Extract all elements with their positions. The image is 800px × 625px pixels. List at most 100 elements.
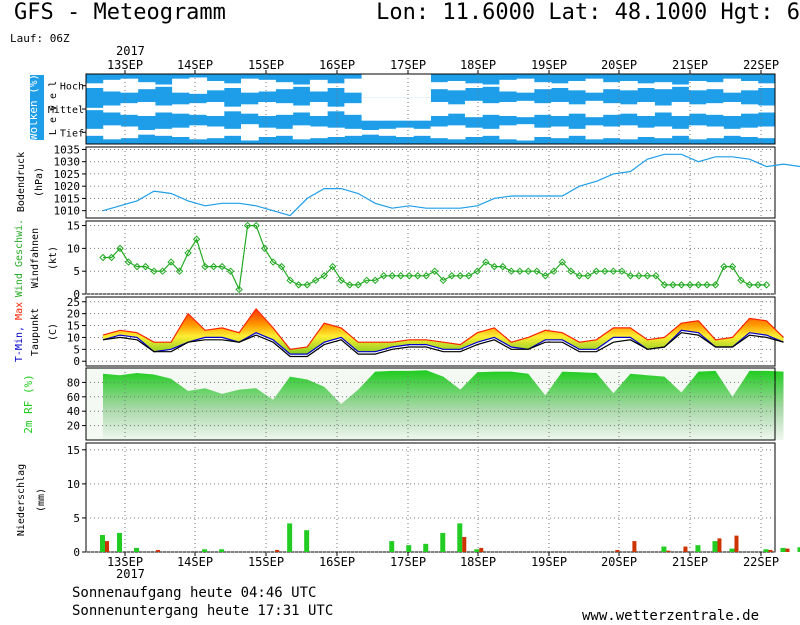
wind-point [601, 267, 609, 275]
cloud-block-hoch [223, 83, 242, 88]
cloud-block-mittel [585, 100, 604, 118]
wind-point [209, 262, 218, 271]
pressure-tick-label: 1030 [54, 156, 81, 169]
wind-point [362, 276, 371, 285]
wind-point [286, 276, 294, 285]
cloud-block-hoch [723, 78, 742, 93]
precipitation-bar [134, 547, 140, 552]
temperature-tick-label: 10 [67, 331, 80, 344]
wind-point [626, 272, 635, 280]
x-tick-label-top: 18SEP [460, 58, 496, 72]
cloud-level-axis-label: L e v e l [48, 81, 59, 135]
wind-point [643, 272, 652, 280]
cloud-block-mittel [309, 102, 328, 116]
wind-point [311, 276, 320, 285]
precipitation-bar-convective [105, 541, 110, 552]
cloud-block-mittel [223, 106, 242, 112]
precipitation-bar [780, 547, 786, 552]
cloud-block-tief [137, 130, 156, 135]
cloud-level-label: Hoch [60, 82, 84, 93]
wind-point [294, 281, 303, 289]
precipitation-tick-label: 10 [67, 478, 80, 491]
cloud-block-hoch [120, 78, 139, 93]
precipitation-tick-label: 5 [73, 512, 80, 525]
temperature-max-line [102, 307, 784, 350]
cloud-block-hoch [464, 83, 483, 88]
humidity-tick-label: 40 [67, 405, 80, 418]
x-tick-label-top: 15SEP [248, 58, 284, 72]
precipitation-bar-convective [666, 550, 671, 552]
precipitation-tick-label: 15 [67, 444, 80, 457]
cloud-block-hoch [757, 83, 776, 88]
precipitation-bar-convective [768, 549, 773, 552]
cloud-block-hoch [585, 78, 604, 93]
cloud-block-hoch [344, 78, 363, 93]
wind-point [150, 267, 158, 275]
sunrise-text: Sonnenaufgang heute 04:46 UTC [72, 585, 317, 601]
cloud-block-mittel [464, 100, 483, 118]
wind-point [669, 281, 677, 289]
cloud-block-tief [654, 126, 673, 139]
wind-point [660, 281, 669, 289]
cloud-block-tief [344, 128, 363, 136]
wind-point [141, 262, 150, 271]
cloud-block-mittel [688, 104, 707, 114]
cloud-block-hoch [740, 81, 759, 91]
cloud-block-tief [103, 125, 121, 140]
cloud-block-mittel [120, 103, 139, 115]
cloud-block-tief [223, 128, 242, 136]
cloud-block-tief [430, 126, 449, 139]
cloud-block-mittel [619, 104, 638, 114]
pressure-tick-label: 1020 [54, 180, 81, 193]
model-run-label: Lauf: 06Z [10, 32, 70, 45]
x-tick-label-bottom: 14SEP [177, 555, 213, 569]
wind-point [277, 262, 286, 271]
pressure-tick-label: 1010 [54, 205, 81, 218]
cloud-block-mittel [137, 102, 156, 116]
cloud-block-tief [378, 128, 397, 136]
wind-point [550, 267, 558, 275]
x-tick-label-top: 17SEP [390, 58, 426, 72]
cloud-block-mittel [378, 97, 397, 121]
precipitation-bar [440, 532, 446, 552]
precipitation-bar-convective [717, 538, 722, 552]
wind-point [99, 253, 107, 262]
x-tick-label-bottom: 21SEP [672, 555, 708, 569]
precipitation-bar-convective [615, 549, 620, 552]
cloud-block-hoch [413, 74, 431, 98]
cloud-block-tief [206, 126, 225, 139]
wind-point [116, 244, 124, 253]
cloud-block-tief [757, 126, 776, 139]
cloud-block-hoch [275, 82, 294, 90]
cloud-block-hoch [688, 81, 707, 91]
precipitation-bar [797, 547, 800, 552]
sunset-text: Sonnenuntergang heute 17:31 UTC [72, 603, 334, 619]
cloud-block-hoch [654, 82, 673, 90]
wind-point [558, 258, 567, 266]
wind-point [439, 276, 447, 285]
cloud-block-mittel [206, 102, 225, 116]
wind-point [397, 272, 405, 280]
cloud-block-tief [619, 125, 638, 140]
pressure-line [102, 153, 800, 217]
x-tick-label-top: 21SEP [672, 58, 708, 72]
cloud-block-tief [568, 128, 587, 136]
precipitation-bar [287, 523, 293, 552]
cloud-label-background [30, 75, 44, 140]
temperature-tick-label: 5 [73, 343, 80, 356]
cloud-block-mittel [327, 106, 345, 112]
cloud-block-tief [706, 126, 724, 139]
wind-point [133, 262, 141, 271]
cloud-block-tief [551, 126, 569, 139]
precipitation-bar [202, 549, 208, 552]
precipitation-ylabel: Niederschlag [16, 464, 27, 536]
wind-point [243, 221, 252, 230]
x-tick-label-top: 20SEP [601, 58, 637, 72]
wind-point [652, 272, 660, 280]
wind-barb-label: Windfahnen [30, 228, 41, 288]
wind-point [124, 258, 133, 266]
temperature-unit: (C) [48, 323, 59, 341]
cloud-block-hoch [292, 84, 311, 87]
wind-point [388, 272, 396, 280]
precipitation-bar [474, 549, 480, 552]
